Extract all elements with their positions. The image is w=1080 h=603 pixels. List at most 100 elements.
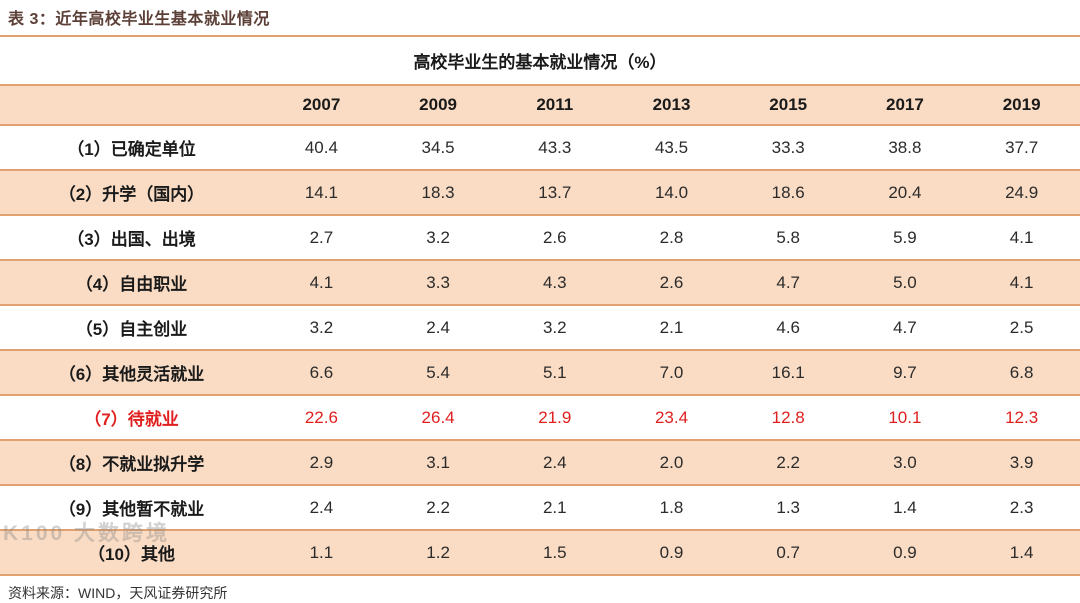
value-cell: 12.8: [729, 395, 847, 441]
value-cell: 2.8: [613, 215, 730, 261]
value-cell: 2.6: [613, 260, 730, 306]
value-cell: 18.3: [379, 170, 497, 216]
value-cell: 6.6: [263, 350, 380, 396]
year-header-2007: 2007: [263, 85, 380, 126]
value-cell: 43.3: [496, 125, 614, 171]
table-row: （2）升学（国内） 14.1 18.3 13.7 14.0 18.6 20.4 24.9: [0, 170, 1080, 216]
value-cell: 3.2: [263, 305, 380, 351]
row-label-cell: （1）已确定单位: [0, 125, 264, 171]
table-row: （10）其他 1.1 1.2 1.5 0.9 0.7 0.9 1.4: [0, 530, 1080, 576]
value-cell: 2.1: [496, 485, 614, 531]
row-label-cell: （3）出国、出境: [0, 215, 264, 261]
row-label-cell: （2）升学（国内）: [0, 170, 264, 216]
value-cell: 3.1: [379, 440, 497, 486]
value-cell: 0.9: [613, 530, 730, 576]
value-cell: 2.4: [496, 440, 614, 486]
value-cell: 4.1: [963, 215, 1080, 261]
value-cell: 2.2: [379, 485, 497, 531]
value-cell: 9.7: [846, 350, 964, 396]
value-cell: 1.4: [846, 485, 964, 531]
value-cell: 18.6: [729, 170, 847, 216]
value-cell: 5.8: [729, 215, 847, 261]
year-header-2015: 2015: [729, 85, 847, 126]
value-cell: 0.9: [846, 530, 964, 576]
employment-table: 高校毕业生的基本就业情况（%） 2007 2009 2011 2013 2015 2017…: [0, 37, 1080, 576]
table-row: （7）待就业 22.6 26.4 21.9 23.4 12.8 10.1 12.3: [0, 395, 1080, 441]
value-cell: 14.1: [263, 170, 380, 216]
value-cell: 20.4: [846, 170, 964, 216]
row-label-cell: （9）其他暂不就业: [0, 485, 264, 531]
value-cell: 2.0: [613, 440, 730, 486]
value-cell: 37.7: [963, 125, 1080, 171]
value-cell: 3.2: [379, 215, 497, 261]
value-cell: 40.4: [263, 125, 380, 171]
year-header-row: 2007 2009 2011 2013 2015 2017 2019: [0, 85, 1080, 126]
value-cell: 1.4: [963, 530, 1080, 576]
value-cell: 2.7: [263, 215, 380, 261]
table-row: （8）不就业拟升学 2.9 3.1 2.4 2.0 2.2 3.0 3.9: [0, 440, 1080, 486]
table-row: （6）其他灵活就业 6.6 5.4 5.1 7.0 16.1 9.7 6.8: [0, 350, 1080, 396]
value-cell: 23.4: [613, 395, 730, 441]
table-title: 高校毕业生的基本就业情况（%）: [0, 37, 1080, 86]
value-cell: 2.9: [263, 440, 380, 486]
value-cell: 4.1: [263, 260, 380, 306]
row-label-cell: （10）其他: [0, 530, 264, 576]
row-label-cell: （5）自主创业: [0, 305, 264, 351]
year-header-2013: 2013: [613, 85, 730, 126]
value-cell: 1.2: [379, 530, 497, 576]
value-cell: 2.3: [963, 485, 1080, 531]
year-header-2011: 2011: [496, 85, 614, 126]
value-cell: 22.6: [263, 395, 380, 441]
value-cell: 3.3: [379, 260, 497, 306]
value-cell: 5.0: [846, 260, 964, 306]
value-cell: 13.7: [496, 170, 614, 216]
value-cell: 2.5: [963, 305, 1080, 351]
value-cell: 4.3: [496, 260, 614, 306]
value-cell: 1.8: [613, 485, 730, 531]
row-label-cell: （6）其他灵活就业: [0, 350, 264, 396]
value-cell: 4.1: [963, 260, 1080, 306]
value-cell: 3.9: [963, 440, 1080, 486]
value-cell: 5.4: [379, 350, 497, 396]
year-header-2009: 2009: [379, 85, 497, 126]
value-cell: 3.0: [846, 440, 964, 486]
table-title-row: 高校毕业生的基本就业情况（%）: [0, 37, 1080, 86]
value-cell: 4.6: [729, 305, 847, 351]
value-cell: 4.7: [729, 260, 847, 306]
table-row: （3）出国、出境 2.7 3.2 2.6 2.8 5.8 5.9 4.1: [0, 215, 1080, 261]
table-row: （9）其他暂不就业 2.4 2.2 2.1 1.8 1.3 1.4 2.3: [0, 485, 1080, 531]
row-label-cell: （8）不就业拟升学: [0, 440, 264, 486]
value-cell: 24.9: [963, 170, 1080, 216]
table-row: （5）自主创业 3.2 2.4 3.2 2.1 4.6 4.7 2.5: [0, 305, 1080, 351]
page-title: 表 3：近年高校毕业生基本就业情况: [0, 0, 1080, 37]
table-row: （4）自由职业 4.1 3.3 4.3 2.6 4.7 5.0 4.1: [0, 260, 1080, 306]
corner-cell: [0, 85, 264, 126]
value-cell: 0.7: [729, 530, 847, 576]
value-cell: 34.5: [379, 125, 497, 171]
value-cell: 4.7: [846, 305, 964, 351]
row-label-cell: （7）待就业: [0, 395, 264, 441]
value-cell: 5.1: [496, 350, 614, 396]
value-cell: 2.1: [613, 305, 730, 351]
value-cell: 2.2: [729, 440, 847, 486]
value-cell: 6.8: [963, 350, 1080, 396]
year-header-2017: 2017: [846, 85, 964, 126]
value-cell: 1.1: [263, 530, 380, 576]
value-cell: 26.4: [379, 395, 497, 441]
value-cell: 2.6: [496, 215, 614, 261]
value-cell: 5.9: [846, 215, 964, 261]
value-cell: 3.2: [496, 305, 614, 351]
value-cell: 14.0: [613, 170, 730, 216]
value-cell: 2.4: [379, 305, 497, 351]
value-cell: 1.5: [496, 530, 614, 576]
table-body: （1）已确定单位 40.4 34.5 43.3 43.5 33.3 38.8 37.7 （2）升…: [0, 125, 1080, 576]
source-note: 资料来源：WIND，天风证券研究所: [8, 585, 228, 601]
value-cell: 7.0: [613, 350, 730, 396]
value-cell: 12.3: [963, 395, 1080, 441]
value-cell: 16.1: [729, 350, 847, 396]
value-cell: 2.4: [263, 485, 380, 531]
value-cell: 43.5: [613, 125, 730, 171]
value-cell: 1.3: [729, 485, 847, 531]
year-header-2019: 2019: [963, 85, 1080, 126]
